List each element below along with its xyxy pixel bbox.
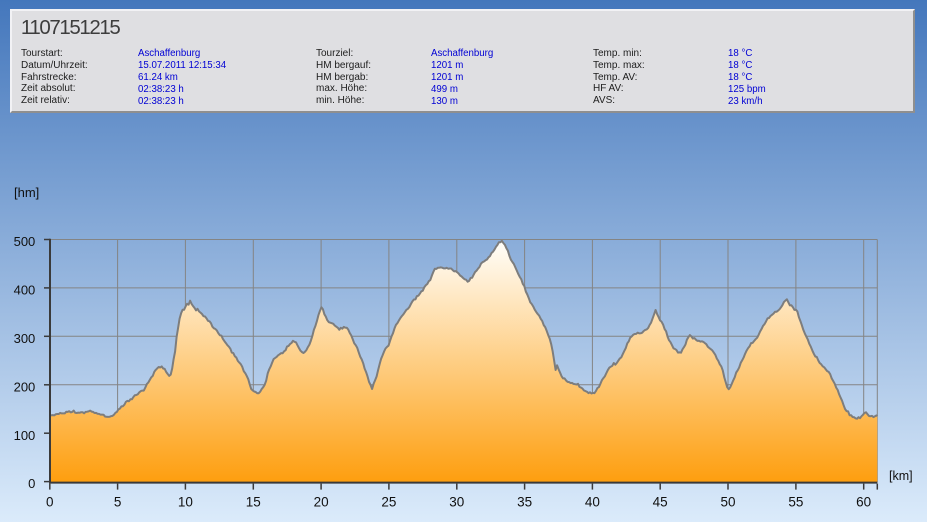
svg-text:60: 60 bbox=[856, 495, 871, 510]
svg-text:40: 40 bbox=[585, 495, 600, 510]
svg-text:0: 0 bbox=[46, 495, 54, 510]
svg-text:200: 200 bbox=[14, 379, 36, 394]
svg-text:500: 500 bbox=[14, 234, 36, 249]
svg-text:45: 45 bbox=[653, 495, 668, 510]
svg-text:20: 20 bbox=[314, 495, 329, 510]
svg-text:400: 400 bbox=[14, 283, 36, 298]
svg-text:300: 300 bbox=[14, 331, 36, 346]
svg-text:0: 0 bbox=[28, 476, 35, 491]
svg-text:50: 50 bbox=[720, 495, 735, 510]
svg-text:5: 5 bbox=[114, 495, 122, 510]
svg-text:10: 10 bbox=[178, 495, 193, 510]
svg-text:100: 100 bbox=[14, 428, 36, 443]
svg-text:35: 35 bbox=[517, 495, 532, 510]
svg-text:15: 15 bbox=[246, 495, 261, 510]
svg-text:25: 25 bbox=[381, 495, 396, 510]
svg-text:30: 30 bbox=[449, 495, 464, 510]
svg-text:55: 55 bbox=[788, 495, 803, 510]
